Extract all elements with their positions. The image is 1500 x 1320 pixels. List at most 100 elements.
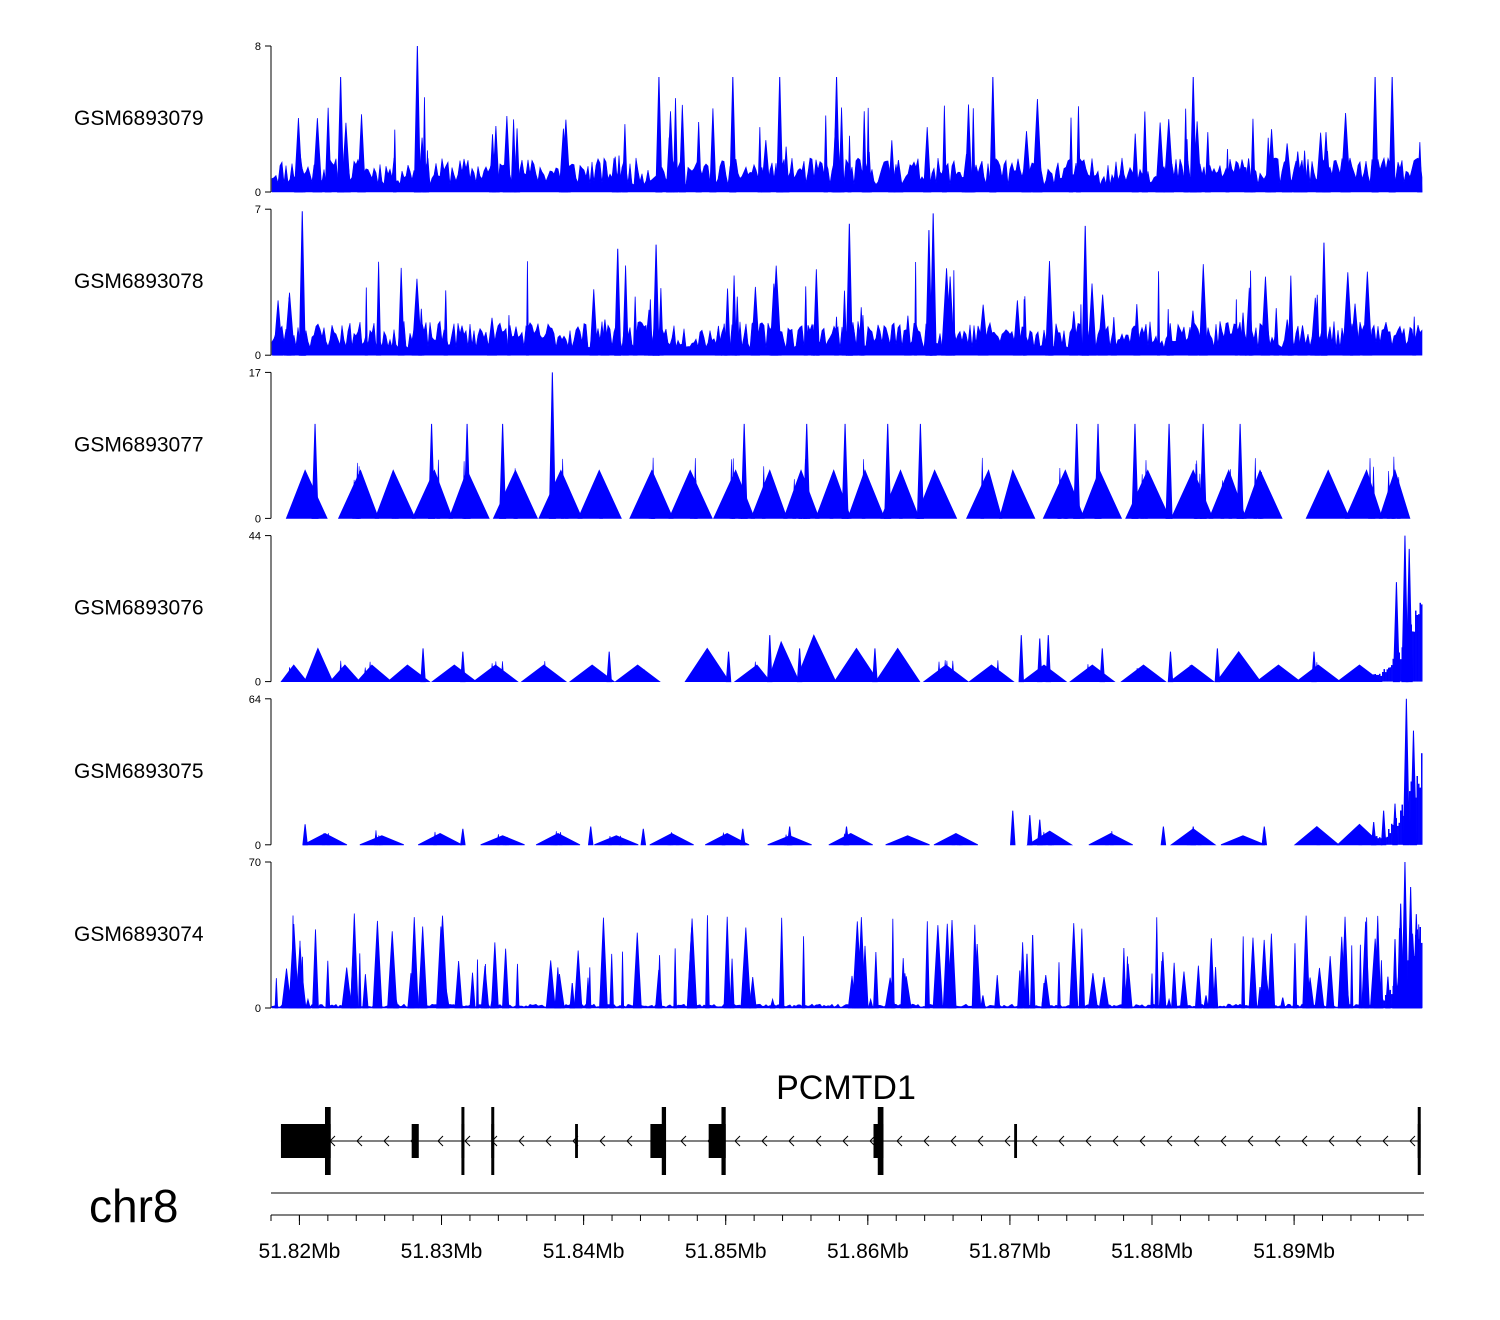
coverage-peak [413,45,421,193]
coverage-spike [731,275,737,356]
coverage-spike [1163,119,1175,193]
coverage-triangle [1344,469,1383,519]
strand-chevron [923,1135,930,1147]
coverage-spike [326,833,331,846]
coverage-spike [1267,933,1276,1009]
coverage-spike [417,926,428,1009]
coverage-spike [1133,304,1141,356]
coverage-triangle [304,647,334,682]
coverage-spike [599,917,608,1009]
coverage-spike [324,107,332,193]
strand-chevron [1166,1135,1173,1147]
coverage-peak [841,423,849,519]
coverage-peak [1388,76,1396,193]
coverage-peak [833,76,841,193]
coverage-spike [1159,951,1167,1009]
coverage-spike [1079,304,1083,356]
y-min-label: 0 [255,1003,261,1015]
coverage-spike [724,288,731,356]
coverage-spike [803,286,808,356]
coverage-spike [734,296,740,356]
chromosome-label: chr8 [89,1180,178,1232]
coverage-spike [1186,836,1191,846]
coverage-peak [614,248,622,356]
coverage-spike [558,831,563,846]
coverage-spike [1362,271,1373,356]
coverage-peak [739,828,746,846]
gene-exon [280,1124,327,1158]
axis-tick-label: 51.84Mb [543,1240,625,1263]
coverage-triangle [1120,664,1167,682]
coverage-spike [294,154,306,193]
coverage-peak [1017,970,1023,1009]
track-label: GSM6893079 [74,107,204,130]
strand-chevron [869,1135,876,1147]
coverage-peak [776,76,784,193]
coverage-spike [1131,133,1139,193]
coverage-peak [867,997,874,1009]
coverage-spike [1150,973,1154,1009]
gene-exon [708,1124,723,1158]
coverage-spike [1171,962,1178,1009]
coverage-spike [457,670,462,682]
track-GSM6893078: GSM6893078 7 0 [74,204,1423,362]
coverage-spike [989,666,993,682]
coverage-spike [689,484,694,519]
coverage-spike [1239,312,1247,356]
coverage-spike [1244,158,1253,193]
coverage-spike [480,965,490,1009]
coverage-peak [845,223,853,356]
coverage-spike [397,267,405,356]
y-max-label: 17 [249,367,261,379]
coverage-spike [618,835,623,846]
coverage-spike [487,317,497,356]
coverage-spike [387,931,398,1009]
coverage-peak [548,372,556,519]
coverage-spike [711,660,715,682]
track-GSM6893074: GSM6893074 70 0 [74,857,1423,1015]
coverage-spike [964,104,973,193]
strand-chevron [950,1135,957,1147]
coverage-spike [769,283,779,356]
coverage-spike [550,837,555,846]
coverage-spike [378,836,383,846]
gene-exon-tall [1417,1107,1421,1175]
coverage-spike [1273,670,1278,682]
strand-chevron [1247,1135,1254,1147]
coverage-peak [843,826,850,846]
coverage-peak [1029,934,1036,1009]
coverage-spike [1063,483,1068,519]
coverage-spike [542,661,547,682]
coverage-spike [1259,471,1264,519]
coverage-spike [622,124,628,193]
coverage-spike [655,969,663,1009]
gene-exon [650,1124,665,1158]
coverage-spike [608,836,612,846]
strand-chevron [1112,1135,1119,1147]
coverage-spike [1248,270,1253,356]
coverage-peak [1081,225,1089,356]
y-min-label: 0 [255,840,261,852]
strand-chevron [1031,1135,1038,1147]
coverage-spike [1396,477,1401,519]
coverage-spike [949,669,954,682]
coverage-spike [1315,132,1326,193]
coverage-spike [600,319,610,356]
track-label: GSM6893077 [74,433,204,456]
coverage-spike [757,667,762,682]
coverage-spike [856,917,866,1009]
coverage-triangle [1170,469,1214,519]
coverage-peak [1214,648,1221,683]
coverage-spike [341,122,351,193]
coverage-spike [829,487,834,519]
strand-chevron [842,1135,849,1147]
y-min-label: 0 [255,187,261,199]
strand-chevron [464,1135,471,1147]
coverage-spike [611,156,619,193]
coverage-spike [362,974,369,1009]
strand-chevron [815,1135,822,1147]
axis-tick-label: 51.87Mb [969,1240,1051,1263]
coverage-spike [1069,311,1079,356]
coverage-spike [1086,664,1090,682]
coverage-spike [374,830,378,846]
